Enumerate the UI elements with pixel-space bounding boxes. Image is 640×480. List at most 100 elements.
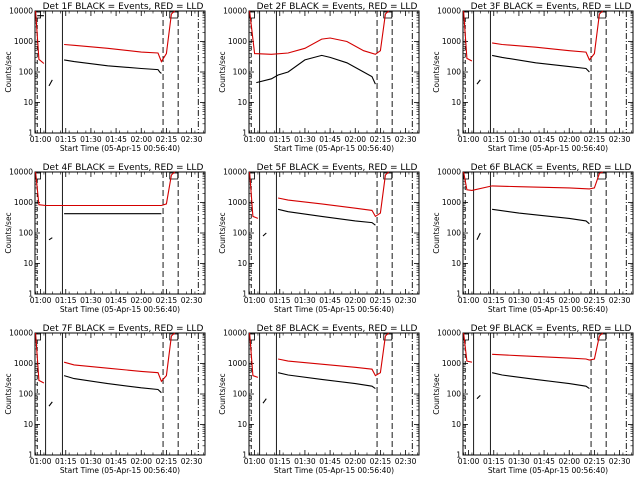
y-tick-label: 10000 [223,168,247,177]
x-tick-label: 02:15 [156,135,178,144]
x-tick-label: 02:15 [370,457,392,466]
x-tick-label: 02:00 [130,135,152,144]
plot-frame [462,171,634,295]
x-tick-label: 02:30 [181,296,203,305]
series-lld [249,332,390,378]
y-tick-label: 10000 [223,7,247,16]
y-tick-label: 1 [242,451,247,460]
y-tick-label: 10 [237,98,247,107]
y-tick-label: 1 [456,290,461,299]
series-lld [249,10,390,55]
x-tick-label: 01:45 [319,296,341,305]
x-axis-label: Start Time (05-Apr-15 00:56:40) [274,305,394,314]
x-tick-label: 01:45 [105,135,127,144]
y-tick-label: 1 [242,290,247,299]
y-tick-label: 1000 [228,198,247,207]
panel-title: Det 3F BLACK = Events, RED = LLD [471,2,632,12]
x-tick-label: 01:15 [55,135,77,144]
x-tick-label: 02:00 [558,296,580,305]
y-tick-label: 10 [23,420,33,429]
series-events [37,15,162,87]
y-axis-label: Counts/sec [218,373,227,414]
x-axis-label: Start Time (05-Apr-15 00:56:40) [488,466,608,475]
x-tick-label: 02:15 [584,296,606,305]
x-tick-label: 01:15 [483,135,505,144]
x-tick-label: 01:30 [294,457,316,466]
series-events [476,54,590,85]
x-tick-label: 02:30 [609,457,631,466]
x-tick-label: 02:15 [156,296,178,305]
x-tick-label: 02:30 [181,457,203,466]
x-tick-label: 01:00 [458,457,480,466]
x-axis-label: Start Time (05-Apr-15 00:56:40) [274,466,394,475]
x-tick-label: 01:45 [533,135,555,144]
panel-title: Det 2F BLACK = Events, RED = LLD [257,2,418,12]
y-tick-label: 10000 [9,168,33,177]
y-tick-label: 1000 [442,198,461,207]
plot-frame [34,332,206,456]
series-lld [35,10,176,64]
x-tick-label: 02:30 [609,135,631,144]
x-tick-label: 01:15 [55,296,77,305]
x-tick-label: 01:00 [244,457,266,466]
y-tick-label: 1 [242,129,247,138]
y-tick-label: 10000 [223,329,247,338]
series-events [48,213,162,241]
y-tick-label: 1000 [442,359,461,368]
y-tick-label: 100 [233,390,248,399]
series-events [476,372,590,400]
y-tick-label: 100 [447,68,462,77]
y-axis-label: Counts/sec [4,212,13,253]
y-tick-label: 1000 [442,37,461,46]
series-events [262,208,376,237]
x-tick-label: 01:00 [244,135,266,144]
y-tick-label: 10 [451,98,461,107]
x-tick-label: 02:30 [181,135,203,144]
x-tick-label: 02:15 [156,457,178,466]
panel-det-6: Det 6F BLACK = Events, RED = LLD 1 10 100 10… [432,163,634,314]
y-tick-label: 10000 [9,329,33,338]
x-tick-label: 02:15 [584,135,606,144]
x-tick-label: 01:45 [533,457,555,466]
panel-det-7: Det 7F BLACK = Events, RED = LLD 1 10 100 10… [4,324,206,475]
x-tick-label: 01:45 [105,457,127,466]
y-tick-label: 10 [451,420,461,429]
x-tick-label: 01:30 [294,135,316,144]
x-tick-label: 02:00 [344,135,366,144]
y-tick-label: 1 [28,290,33,299]
panel-det-1: Det 1F BLACK = Events, RED = LLD 1 10 100 10… [4,2,206,153]
y-tick-label: 1 [28,129,33,138]
y-tick-label: 1000 [228,37,247,46]
x-tick-label: 01:00 [244,296,266,305]
x-tick-label: 02:00 [344,296,366,305]
y-tick-label: 10000 [437,7,461,16]
x-tick-label: 02:15 [370,135,392,144]
series-events [48,375,162,407]
x-axis-label: Start Time (05-Apr-15 00:56:40) [274,144,394,153]
y-axis-label: Counts/sec [218,212,227,253]
y-tick-label: 10 [237,259,247,268]
x-tick-label: 02:30 [395,296,417,305]
panel-det-8: Det 8F BLACK = Events, RED = LLD 1 10 100 10… [218,324,420,475]
x-axis-label: Start Time (05-Apr-15 00:56:40) [488,305,608,314]
panel-det-4: Det 4F BLACK = Events, RED = LLD 1 10 100 10… [4,163,206,314]
panel-title: Det 1F BLACK = Events, RED = LLD [43,2,204,12]
x-tick-label: 02:30 [395,457,417,466]
y-axis-label: Counts/sec [4,51,13,92]
panel-title: Det 7F BLACK = Events, RED = LLD [43,324,204,334]
x-tick-label: 01:15 [269,296,291,305]
y-axis-label: Counts/sec [432,212,441,253]
y-axis-label: Counts/sec [432,51,441,92]
series-lld [463,171,604,191]
x-tick-label: 01:30 [508,135,530,144]
y-tick-label: 10 [23,259,33,268]
plot-frame [248,171,420,295]
x-tick-label: 01:30 [80,457,102,466]
x-tick-label: 02:30 [395,135,417,144]
y-tick-label: 100 [19,229,34,238]
y-tick-label: 1000 [14,359,33,368]
y-tick-label: 10000 [9,7,33,16]
plot-frame [248,332,420,456]
series-lld [463,10,604,62]
